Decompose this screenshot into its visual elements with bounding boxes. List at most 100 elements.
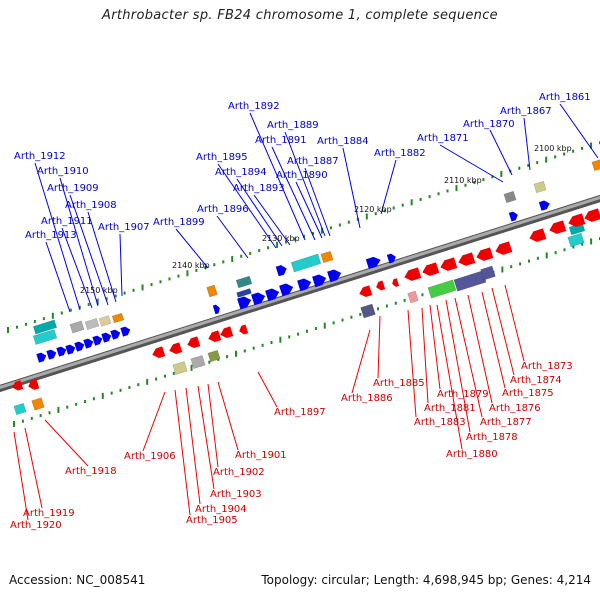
gene-label-arth-1871[interactable]: Arth_1871 (417, 133, 469, 144)
gene-label-arth-1919[interactable]: Arth_1919 (23, 508, 75, 519)
gene-label-arth-1907[interactable]: Arth_1907 (98, 222, 150, 233)
tick-mark-lower (146, 379, 148, 385)
tick-mark-upper (447, 189, 449, 192)
tick-mark-upper (339, 223, 341, 226)
gene-arrow (509, 211, 519, 222)
gene-label-arth-1873[interactable]: Arth_1873 (521, 361, 573, 372)
tick-mark-lower (253, 347, 255, 350)
gene-label-arth-1904[interactable]: Arth_1904 (195, 504, 247, 515)
gene-feature (168, 342, 182, 355)
gene-label-arth-1876[interactable]: Arth_1876 (489, 403, 541, 414)
label-leader-line (524, 118, 530, 170)
gene-feature (439, 257, 458, 272)
gene-label-arth-1870[interactable]: Arth_1870 (463, 119, 515, 130)
gene-label-arth-1906[interactable]: Arth_1906 (124, 451, 176, 462)
gene-label-arth-1909[interactable]: Arth_1909 (47, 183, 99, 194)
scale-label-2120: 2120 kbp (354, 205, 392, 214)
gene-label-arth-1879[interactable]: Arth_1879 (437, 389, 489, 400)
tick-mark-upper (222, 260, 224, 263)
gene-feature (65, 343, 76, 354)
gene-label-arth-1908[interactable]: Arth_1908 (65, 200, 117, 211)
tick-mark-lower (270, 341, 272, 344)
gene-arrow (151, 346, 165, 359)
gene-label-arth-1890[interactable]: Arth_1890 (276, 170, 328, 181)
tick-mark-lower (537, 257, 539, 260)
scale-label-2150: 2150 kbp (80, 286, 118, 295)
gene-label-arth-1877[interactable]: Arth_1877 (480, 417, 532, 428)
gene-feature (534, 181, 546, 193)
scale-label-2110: 2110 kbp (444, 176, 482, 185)
label-leader-line (186, 388, 200, 504)
label-leader-line (217, 216, 248, 258)
gene-arrow (403, 267, 422, 282)
gene-label-arth-1903[interactable]: Arth_1903 (210, 489, 262, 500)
tick-mark-lower (528, 260, 530, 263)
label-leader-line (490, 130, 512, 175)
gene-label-arth-1913[interactable]: Arth_1913 (25, 230, 77, 241)
gene-label-arth-1874[interactable]: Arth_1874 (510, 375, 562, 386)
gene-label-arth-1889[interactable]: Arth_1889 (267, 120, 319, 131)
tick-mark-upper (411, 199, 413, 205)
gene-label-arth-1895[interactable]: Arth_1895 (196, 152, 248, 163)
gene-arrow (92, 334, 103, 345)
gene-label-arth-1897[interactable]: Arth_1897 (274, 407, 326, 418)
gene-feature (101, 331, 112, 342)
gene-rect (99, 316, 111, 327)
gene-label-arth-1892[interactable]: Arth_1892 (228, 101, 280, 112)
gene-label-arth-1883[interactable]: Arth_1883 (414, 417, 466, 428)
tick-mark-lower (563, 248, 565, 251)
tick-mark-lower (342, 319, 344, 322)
tick-mark-lower (244, 349, 246, 352)
gene-label-arth-1910[interactable]: Arth_1910 (37, 166, 89, 177)
gene-label-arth-1912[interactable]: Arth_1912 (14, 151, 66, 162)
gene-arrow (475, 247, 494, 262)
gene-feature (361, 304, 376, 318)
gene-arrow (539, 199, 551, 211)
gene-label-arth-1885[interactable]: Arth_1885 (373, 378, 425, 389)
gene-rect (504, 191, 516, 203)
genome-map: 2100 kbp 2110 kbp 2120 kbp 2130 kbp 2140… (0, 0, 600, 600)
gene-label-arth-1899[interactable]: Arth_1899 (153, 217, 205, 228)
gene-feature (592, 159, 600, 171)
tick-mark-upper (500, 171, 502, 177)
gene-label-arth-1887[interactable]: Arth_1887 (287, 156, 339, 167)
tick-mark-lower (235, 351, 237, 357)
gene-label-arth-1878[interactable]: Arth_1878 (466, 432, 518, 443)
gene-feature (85, 318, 99, 329)
gene-label-arth-1891[interactable]: Arth_1891 (255, 135, 307, 146)
scale-label-2100: 2100 kbp (534, 144, 572, 153)
gene-arrow (276, 264, 289, 277)
gene-label-arth-1884[interactable]: Arth_1884 (317, 136, 369, 147)
gene-label-arth-1880[interactable]: Arth_1880 (446, 449, 498, 460)
gene-rect (70, 321, 84, 333)
gene-label-arth-1894[interactable]: Arth_1894 (215, 167, 267, 178)
tick-mark-lower (297, 333, 299, 336)
gene-label-arth-1902[interactable]: Arth_1902 (213, 467, 265, 478)
tick-mark-lower (279, 337, 281, 343)
gene-label-arth-1881[interactable]: Arth_1881 (424, 403, 476, 414)
gene-label-arth-1893[interactable]: Arth_1893 (233, 183, 285, 194)
gene-label-arth-1886[interactable]: Arth_1886 (341, 393, 393, 404)
tick-mark-lower (262, 344, 264, 347)
gene-label-arth-1882[interactable]: Arth_1882 (374, 148, 426, 159)
gene-label-arth-1920[interactable]: Arth_1920 (10, 520, 62, 531)
gene-label-arth-1911[interactable]: Arth_1911 (41, 216, 93, 227)
gene-label-arth-1896[interactable]: Arth_1896 (197, 204, 249, 215)
gene-label-arth-1901[interactable]: Arth_1901 (235, 450, 287, 461)
tick-mark-upper (151, 283, 153, 286)
label-leader-line (378, 316, 380, 378)
tick-mark-upper (348, 221, 350, 224)
gene-label-arth-1918[interactable]: Arth_1918 (65, 466, 117, 477)
gene-label-arth-1875[interactable]: Arth_1875 (502, 388, 554, 399)
gene-label-arth-1905[interactable]: Arth_1905 (186, 515, 238, 526)
gene-feature (358, 285, 372, 298)
gene-arrow (186, 336, 200, 349)
tick-mark-upper (393, 206, 395, 209)
tick-mark-lower (519, 262, 521, 265)
gene-label-arth-1861[interactable]: Arth_1861 (539, 92, 591, 103)
gene-arrow (213, 304, 221, 314)
gene-label-arth-1867[interactable]: Arth_1867 (500, 106, 552, 117)
label-leader-line (258, 372, 277, 407)
tick-mark-upper (61, 311, 63, 314)
tick-mark-upper (536, 161, 538, 164)
